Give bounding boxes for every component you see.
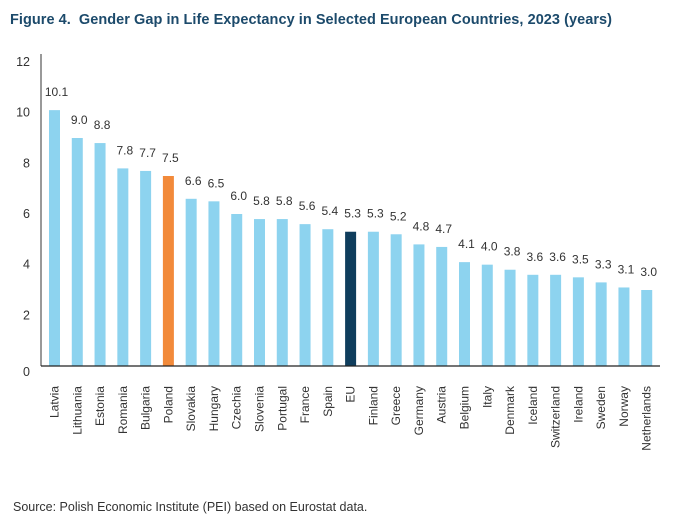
bar-spain [322,229,334,366]
bar-poland [162,176,174,366]
chart-title: Figure 4. Gender Gap in Life Expectancy i… [10,12,612,28]
category-label: Netherlands [640,386,654,451]
category-label: Switzerland [549,386,563,448]
category-label: Finland [366,386,380,425]
data-label: 3.1 [618,262,635,276]
category-label: EU [344,386,358,403]
bar-germany [413,244,425,366]
bar-eu [345,231,357,366]
bar-sweden [595,282,607,366]
bar-belgium [459,262,470,366]
data-label: 9.0 [71,113,88,127]
data-label: 7.8 [116,143,133,157]
y-axis-ticks: 0 2 4 6 8 10 12 [16,55,30,379]
bar-bulgaria [140,170,152,366]
category-label: Ireland [571,386,585,423]
data-label: 10.1 [45,85,69,99]
bar-italy [481,264,493,366]
y-tick-label: 0 [23,365,30,379]
data-label: 4.1 [458,237,475,251]
data-label: 5.6 [299,199,316,213]
category-label: Romania [116,386,130,434]
bar-czechia [231,214,243,366]
data-label: 4.7 [435,222,452,236]
bars [49,110,653,366]
bar-estonia [94,143,106,366]
data-label: 3.8 [504,245,521,259]
category-label: Spain [321,386,335,417]
title-text: Gender Gap in Life Expectancy in Selecte… [78,12,613,28]
bar-iceland [527,274,539,366]
y-tick-label: 8 [23,156,30,170]
data-label: 5.3 [344,207,361,221]
data-label: 3.6 [526,250,543,264]
bar-switzerland [550,274,562,366]
bar-norway [618,287,630,366]
data-label: 4.0 [481,240,498,254]
category-label: Germany [412,386,426,435]
bar-denmark [504,269,516,366]
category-label: Austria [435,386,449,424]
category-label: Denmark [503,385,517,435]
bar-france [299,224,311,366]
bar-slovenia [254,219,265,366]
source-note: Source: Polish Economic Institute (PEI) … [13,500,368,514]
bar-latvia [49,110,60,366]
y-tick-label: 2 [23,308,30,322]
y-tick-label: 10 [16,106,30,120]
data-label: 5.8 [276,194,293,208]
category-label: Greece [389,386,403,426]
bar-portugal [276,219,288,366]
data-label: 5.4 [321,204,338,218]
data-label: 8.8 [94,118,111,132]
data-label: 5.8 [253,194,270,208]
bar-ireland [572,277,584,366]
category-labels: Latvia Lithuania Estonia Romania Bulgaria Pol… [48,385,654,451]
bar-greece [390,234,402,366]
data-label: 6.6 [185,174,202,188]
bar-romania [117,168,129,366]
data-label: 3.0 [640,265,657,279]
bar-netherlands [641,290,653,366]
data-label: 7.7 [139,146,156,160]
data-label: 5.2 [390,209,407,223]
y-tick-label: 4 [23,258,30,272]
category-label: Iceland [526,386,540,425]
category-label: Sweden [594,386,608,429]
data-label: 6.5 [208,176,225,190]
category-label: Norway [617,386,631,427]
bar-hungary [208,201,220,366]
category-label: Slovenia [253,386,267,432]
data-label: 3.5 [572,252,589,266]
data-label: 6.0 [230,189,247,203]
category-label: Belgium [458,386,472,429]
data-labels: 10.19.0 8.8 7.8 7.7 7.5 6.6 6.5 6.0 5.8 5.8 5.6 5.4… [45,85,658,279]
y-tick-label: 12 [16,55,30,69]
category-label: Estonia [93,386,107,426]
category-label: Portugal [275,386,289,431]
category-label: Italy [480,386,494,408]
bar-slovakia [185,198,197,366]
data-label: 5.3 [367,207,384,221]
bar-austria [436,246,448,366]
category-label: Lithuania [70,386,84,435]
category-label: Hungary [207,386,221,431]
category-label: Poland [161,386,175,423]
figure-number: Figure 4. [10,12,71,28]
category-label: Bulgaria [139,386,153,430]
data-label: 3.6 [549,250,566,264]
y-tick-label: 6 [23,207,30,221]
bar-finland [367,231,379,366]
bar-lithuania [71,138,83,366]
data-label: 4.8 [413,219,430,233]
category-label: Czechia [230,386,244,430]
data-label: 7.5 [162,151,179,165]
category-label: France [298,386,312,424]
category-label: Latvia [48,386,62,418]
data-label: 3.3 [595,257,612,271]
category-label: Slovakia [184,386,198,432]
